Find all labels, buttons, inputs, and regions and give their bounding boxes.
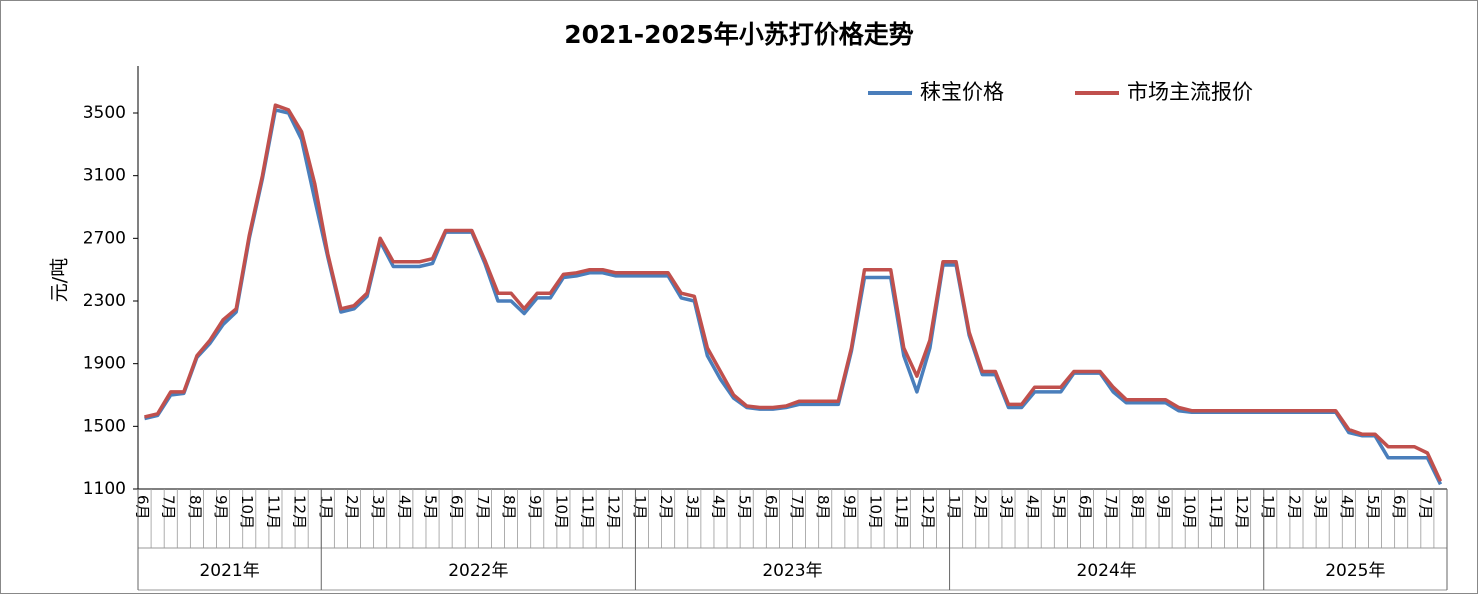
x-tick-label: 2月 [657, 495, 675, 520]
x-tick-label: 3月 [997, 495, 1015, 520]
x-tick-label: 2月 [1285, 495, 1303, 520]
legend-label: 秣宝价格 [920, 80, 1004, 104]
y-tick-label: 2700 [83, 228, 126, 248]
x-tick-label: 1月 [1259, 495, 1277, 520]
x-tick-label: 9月 [840, 495, 858, 520]
x-tick-label: 6月 [762, 495, 780, 520]
x-tick-label: 10月 [238, 495, 256, 529]
x-tick-label: 5月 [736, 495, 754, 520]
x-tick-label: 7月 [160, 495, 178, 520]
x-tick-label: 8月 [1128, 495, 1146, 520]
x-tick-label: 12月 [1233, 495, 1251, 529]
year-label: 2025年 [1325, 561, 1385, 581]
x-tick-label: 3月 [683, 495, 701, 520]
x-tick-label: 4月 [709, 495, 727, 520]
x-tick-label: 6月 [1390, 495, 1408, 520]
x-tick-label: 7月 [1102, 495, 1120, 520]
year-label: 2024年 [1077, 561, 1137, 581]
year-label: 2023年 [762, 561, 822, 581]
x-tick-label: 2月 [343, 495, 361, 520]
year-label: 2021年 [199, 561, 259, 581]
x-tick-label: 4月 [395, 495, 413, 520]
x-tick-label: 11月 [1207, 495, 1225, 529]
x-tick-label: 9月 [212, 495, 230, 520]
x-tick-label: 9月 [526, 495, 544, 520]
x-tick-label: 12月 [919, 495, 937, 529]
x-tick-label: 4月 [1024, 495, 1042, 520]
x-tick-label: 8月 [500, 495, 518, 520]
y-tick-label: 2300 [83, 291, 126, 311]
x-tick-label: 5月 [1050, 495, 1068, 520]
x-tick-label: 2月 [971, 495, 989, 520]
x-tick-label: 12月 [605, 495, 623, 529]
x-tick-label: 8月 [186, 495, 204, 520]
x-tick-label: 11月 [893, 495, 911, 529]
y-tick-label: 3500 [83, 103, 126, 123]
x-tick-label: 1月 [631, 495, 649, 520]
x-tick-label: 8月 [814, 495, 832, 520]
x-tick-label: 6月 [134, 495, 152, 520]
x-tick-label: 9月 [1155, 495, 1173, 520]
x-tick-label: 10月 [552, 495, 570, 529]
x-tick-label: 4月 [1338, 495, 1356, 520]
x-tick-label: 6月 [448, 495, 466, 520]
y-tick-label: 1100 [83, 479, 126, 499]
x-tick-label: 3月 [369, 495, 387, 520]
y-tick-label: 1500 [83, 416, 126, 436]
x-tick-label: 10月 [867, 495, 885, 529]
series-line [144, 103, 1443, 482]
x-tick-label: 12月 [291, 495, 309, 529]
legend-label: 市场主流报价 [1127, 80, 1253, 104]
x-tick-label: 11月 [579, 495, 597, 529]
y-axis-label: 元/吨 [49, 258, 71, 302]
x-tick-label: 10月 [1181, 495, 1199, 529]
x-tick-label: 11月 [264, 495, 282, 529]
x-tick-label: 5月 [1364, 495, 1382, 520]
year-label: 2022年 [448, 561, 508, 581]
y-tick-label: 3100 [83, 166, 126, 186]
x-tick-label: 3月 [1312, 495, 1330, 520]
x-tick-label: 1月 [945, 495, 963, 520]
x-tick-label: 7月 [474, 495, 492, 520]
chart-title: 2021-2025年小苏打价格走势 [564, 20, 914, 49]
x-tick-label: 1月 [317, 495, 335, 520]
x-tick-label: 5月 [421, 495, 439, 520]
y-tick-label: 1900 [83, 354, 126, 374]
x-tick-label: 7月 [1416, 495, 1434, 520]
x-tick-label: 7月 [788, 495, 806, 520]
x-tick-label: 6月 [1076, 495, 1094, 520]
